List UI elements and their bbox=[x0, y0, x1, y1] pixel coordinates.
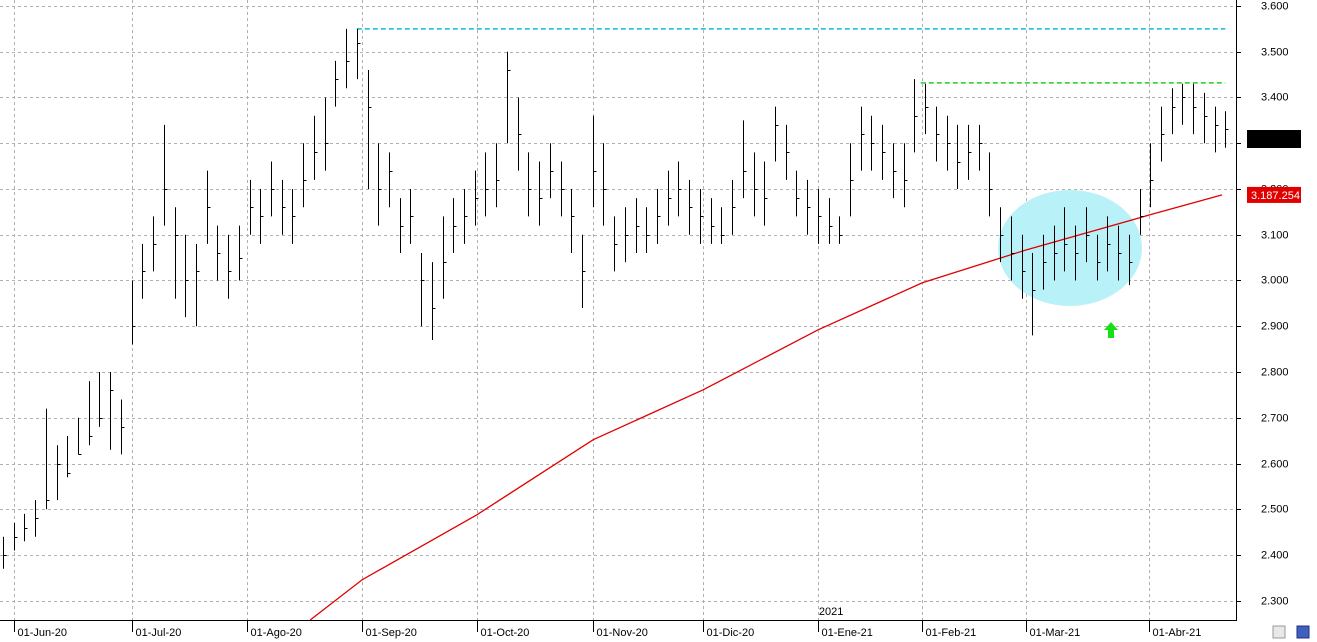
y-tick-label: 2.400 bbox=[1261, 549, 1289, 561]
highlight-ellipse bbox=[998, 190, 1142, 306]
ma-label: 3.187.254 bbox=[1251, 190, 1300, 202]
y-tick-label: 2.900 bbox=[1261, 320, 1289, 332]
x-tick-label: 01-Nov-20 bbox=[597, 627, 648, 639]
y-tick-label: 2.500 bbox=[1261, 503, 1289, 515]
marks bbox=[3, 28, 1229, 621]
save-icon[interactable] bbox=[1296, 625, 1310, 639]
y-tick-label: 3.000 bbox=[1261, 274, 1289, 286]
axes: 2.300 2.400 2.500 2.600 2.700 2.800 2.900 3.000… bbox=[14, 0, 1301, 639]
x-tick-label: 01-Jul-20 bbox=[136, 627, 182, 639]
y-tick-label: 3.400 bbox=[1261, 91, 1289, 103]
y-tick-label: 2.600 bbox=[1261, 458, 1289, 470]
y-tick-label: 3.500 bbox=[1261, 46, 1289, 58]
x-tick-label: 01-Mar-21 bbox=[1030, 627, 1081, 639]
grid bbox=[0, 0, 1236, 620]
y-tick-label: 2.300 bbox=[1261, 595, 1289, 607]
x-tick-label: 01-Sep-20 bbox=[366, 627, 417, 639]
price-marker bbox=[1247, 130, 1301, 148]
y-tick-label: 2.700 bbox=[1261, 412, 1289, 424]
toolbar-icon[interactable] bbox=[1272, 625, 1286, 639]
x-tick-label: 01-Jun-20 bbox=[18, 627, 68, 639]
x-tick-label: 01-Feb-21 bbox=[926, 627, 977, 639]
x-tick-label: 01-Abr-21 bbox=[1153, 627, 1202, 639]
x-tick-label: 01-Dic-20 bbox=[707, 627, 755, 639]
y-tick-label: 3.100 bbox=[1261, 229, 1289, 241]
up-arrow bbox=[1104, 322, 1118, 338]
x-tick-label: 01-Oct-20 bbox=[481, 627, 530, 639]
y-tick-label: 3.600 bbox=[1261, 0, 1289, 12]
y-tick-label: 2.800 bbox=[1261, 366, 1289, 378]
x-tick-label: 01-Ago-20 bbox=[251, 627, 302, 639]
y-tick-label: 3.300 bbox=[1261, 137, 1289, 149]
x-tick-label: 01-Ene-21 bbox=[822, 627, 873, 639]
moving-average bbox=[309, 194, 1223, 621]
ma-label-box bbox=[1247, 186, 1301, 203]
year-label: 2021 bbox=[819, 606, 843, 618]
